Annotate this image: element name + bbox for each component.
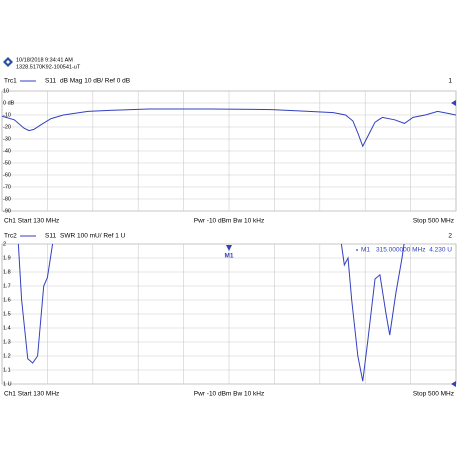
marker-readout-value: 4.230 U — [429, 247, 452, 254]
trace-group — [17, 244, 405, 382]
trace-number: 2 — [448, 233, 452, 240]
marker-readout-name: M1 — [361, 247, 370, 254]
footer-stop: Stop 500 MHz — [413, 391, 454, 398]
y-tick-label: 1.5 — [3, 311, 11, 317]
y-tick-label: -30 — [3, 136, 11, 142]
y-tick-label: 1.2 — [3, 353, 11, 359]
y-tick-label: -80 — [3, 196, 11, 202]
logo — [3, 57, 13, 67]
y-tick-label: -50 — [3, 160, 11, 166]
trace-title: SWR 100 mU/ Ref 1 U — [60, 233, 126, 240]
y-tick-label: 1.1 — [3, 367, 11, 373]
marker-triangle — [226, 245, 232, 251]
y-tick-label: 1 U — [3, 381, 12, 387]
ref-level-marker — [451, 100, 456, 106]
footer-stop: Stop 500 MHz — [413, 218, 454, 225]
footer-start: Ch1 Start 130 MHz — [4, 391, 59, 398]
trace-number: 1 — [448, 78, 452, 85]
footer-power: Pwr -10 dBm Bw 10 kHz — [194, 391, 264, 398]
y-tick-label: 1.8 — [3, 269, 11, 275]
footer-start: Ch1 Start 130 MHz — [4, 218, 59, 225]
y-tick-label: 1.4 — [3, 325, 11, 331]
y-tick-label: 1.7 — [3, 283, 11, 289]
y-tick-label: 2 — [3, 241, 6, 247]
marker-bullet — [356, 249, 358, 251]
y-tick-label: -10 — [3, 112, 11, 118]
y-tick-label: -20 — [3, 124, 11, 130]
y-tick-label: -40 — [3, 148, 11, 154]
y-tick-label: 0 dB — [3, 100, 15, 106]
y-tick-label: -60 — [3, 172, 11, 178]
footer-power: Pwr -10 dBm Bw 10 kHz — [194, 218, 264, 225]
trace-label: Trc2 — [4, 233, 17, 240]
y-tick-label: 1.6 — [3, 297, 11, 303]
serial: 1328.5170K92-100541-uT — [16, 64, 81, 70]
timestamp: 10/18/2018 9:34:41 AM — [16, 57, 73, 63]
legend-entry: S11 — [45, 78, 56, 85]
y-tick-label: -90 — [3, 208, 11, 214]
marker-label: M1 — [224, 253, 233, 260]
marker-readout-freq: 315.000000 MHz — [376, 247, 426, 254]
y-tick-label: 10 — [3, 88, 9, 94]
trace-line — [2, 108, 456, 148]
y-tick-label: 1.9 — [3, 255, 11, 261]
legend-entry: S11 — [45, 233, 56, 240]
ref-level-marker — [451, 381, 456, 387]
trace-group — [2, 108, 456, 148]
trace-title: dB Mag 10 dB/ Ref 0 dB — [60, 78, 130, 85]
trace-label: Trc1 — [4, 78, 17, 85]
y-tick-label: -70 — [3, 184, 11, 190]
y-tick-label: 1.3 — [3, 339, 11, 345]
trace-line — [17, 244, 405, 382]
